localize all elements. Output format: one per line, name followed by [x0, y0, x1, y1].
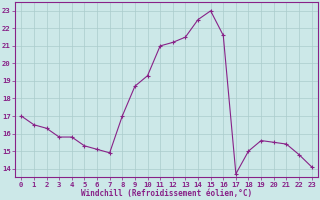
X-axis label: Windchill (Refroidissement éolien,°C): Windchill (Refroidissement éolien,°C) — [81, 189, 252, 198]
